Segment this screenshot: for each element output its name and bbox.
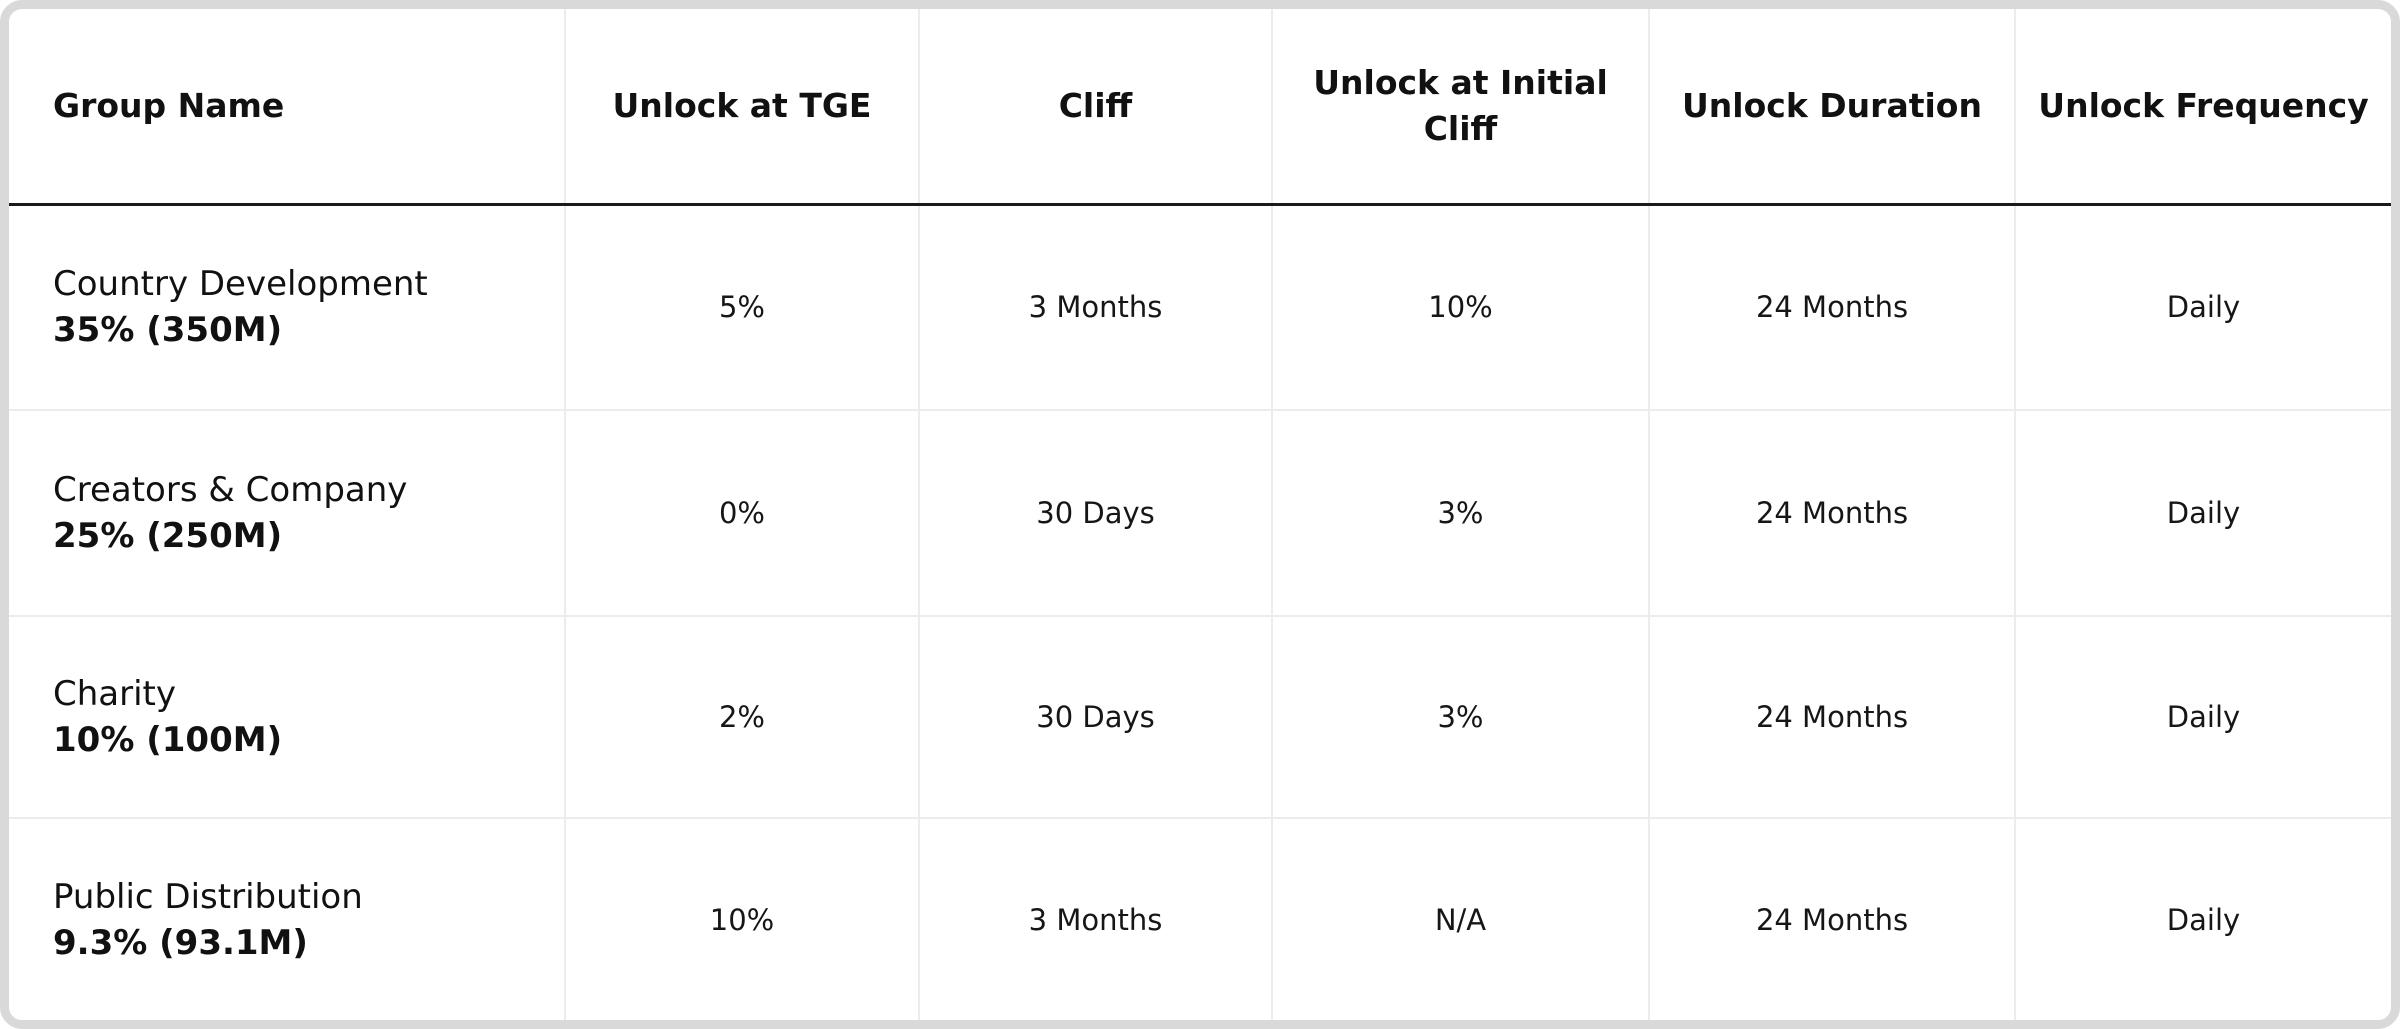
group-share: 9.3% (93.1M) (53, 923, 308, 963)
header-unlock-frequency: Unlock Frequency (2015, 9, 2391, 206)
unlock-initial-cliff-cell: 10% (1272, 204, 1650, 411)
cliff-cell: 3 Months (919, 818, 1273, 1020)
unlock-duration-cell: 24 Months (1649, 818, 2016, 1020)
group-name: Creators & Company (53, 470, 408, 510)
unlock-frequency-cell: Daily (2015, 616, 2391, 819)
group-cell: Country Development 35% (350M) (9, 204, 566, 411)
unlock-tge-cell: 10% (565, 818, 920, 1020)
header-unlock-at-tge: Unlock at TGE (565, 9, 920, 206)
table-row: Country Development 35% (350M) 5% 3 Mont… (9, 204, 2391, 411)
cliff-cell: 3 Months (919, 204, 1273, 411)
table-row: Charity 10% (100M) 2% 30 Days 3% 24 Mont… (9, 616, 2391, 819)
group-share: 35% (350M) (53, 310, 283, 351)
unlock-initial-cliff-cell: N/A (1272, 818, 1650, 1020)
group-name: Country Development (53, 264, 428, 305)
group-name: Charity (53, 674, 177, 714)
unlock-frequency-cell: Daily (2015, 204, 2391, 411)
group-cell: Public Distribution 9.3% (93.1M) (9, 818, 566, 1020)
unlock-tge-cell: 2% (565, 616, 920, 819)
group-cell: Charity 10% (100M) (9, 616, 566, 819)
unlock-duration-cell: 24 Months (1649, 204, 2016, 411)
header-unlock-duration: Unlock Duration (1649, 9, 2016, 206)
unlock-initial-cliff-cell: 3% (1272, 616, 1650, 819)
header-row: Group Name Unlock at TGE Cliff Unlock at… (9, 9, 2391, 206)
unlock-duration-cell: 24 Months (1649, 616, 2016, 819)
unlock-frequency-cell: Daily (2166, 903, 2241, 937)
cliff-cell: 30 Days (919, 616, 1273, 819)
vesting-schedule-table: Group Name Unlock at TGE Cliff Unlock at… (9, 9, 2391, 1020)
unlock-initial-cliff-cell: 3% (1272, 410, 1650, 617)
table-row: Creators & Company 25% (250M) 0% 30 Days… (9, 410, 2391, 617)
unlock-frequency-cell: Daily (2015, 410, 2391, 617)
group-share: 25% (250M) (53, 516, 283, 556)
header-group-name: Group Name (9, 9, 566, 206)
unlock-tge-cell: 5% (565, 204, 920, 411)
group-name: Public Distribution (53, 877, 363, 917)
group-cell: Creators & Company 25% (250M) (9, 410, 566, 617)
table-row: Public Distribution 9.3% (93.1M) 10% 3 M… (9, 818, 2391, 1020)
header-cliff: Cliff (919, 9, 1273, 206)
header-unlock-at-initial-cliff: Unlock at Initial Cliff (1272, 9, 1650, 206)
cliff-cell: 30 Days (919, 410, 1273, 617)
unlock-duration-cell: 24 Months (1649, 410, 2016, 617)
table-header: Group Name Unlock at TGE Cliff Unlock at… (9, 9, 2391, 206)
table-body: Country Development 35% (350M) 5% 3 Mont… (9, 204, 2391, 1020)
unlock-tge-cell: 0% (565, 410, 920, 617)
group-share: 10% (100M) (53, 720, 283, 760)
